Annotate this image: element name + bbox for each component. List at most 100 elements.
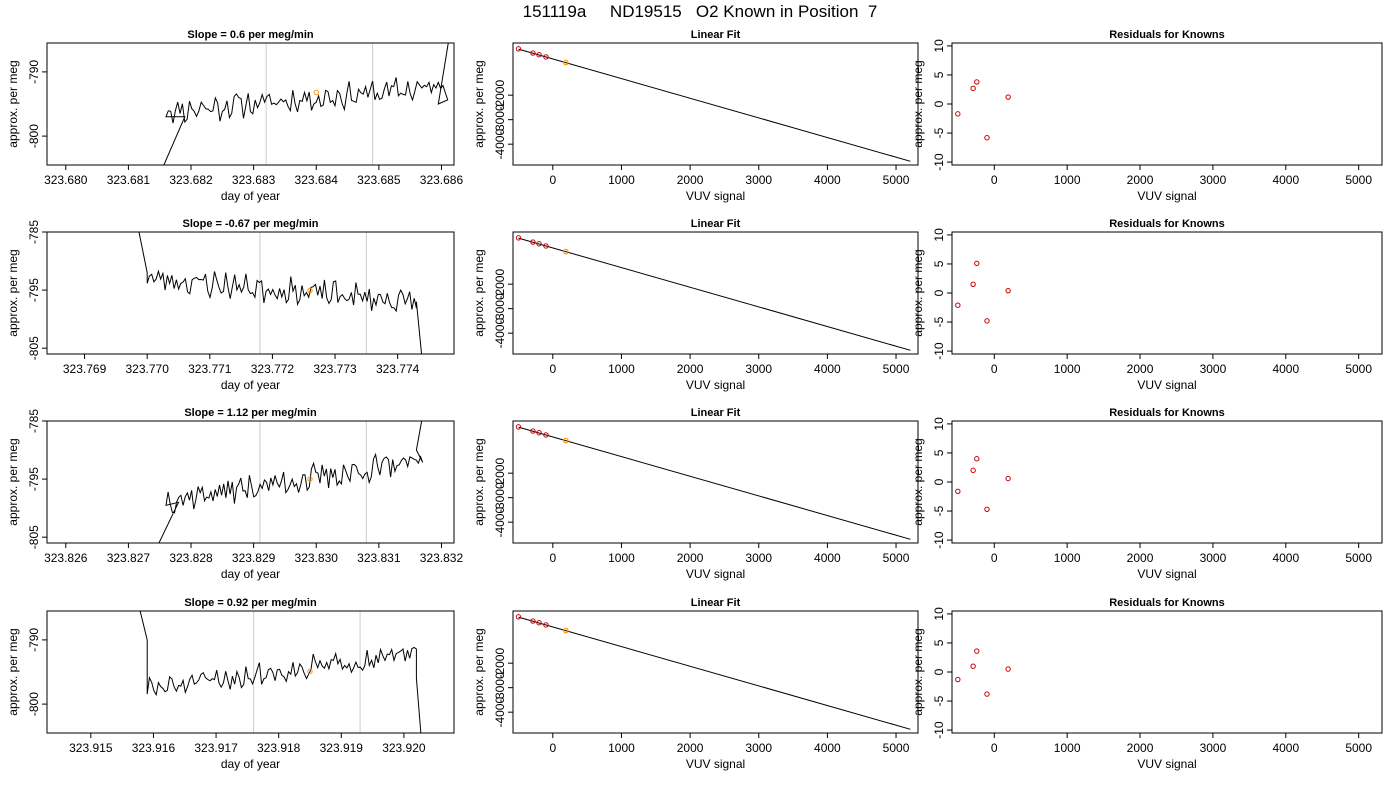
panel-title: Residuals for Knowns [1109,218,1225,230]
x-tick-label: 4000 [1272,741,1299,755]
x-tick-label: 1000 [1054,362,1081,376]
x-tick-label: 5000 [883,741,910,755]
known-point [515,424,522,430]
y-tick-label: 5 [932,449,946,456]
fit-line [518,48,911,162]
residual-point [970,281,976,287]
x-tick-label: 5000 [1345,741,1372,755]
plot-area [158,421,424,543]
y-tick-label: 10 [932,39,946,53]
plot-frame [951,420,1383,544]
x-axis-label: VUV signal [686,189,745,203]
current-point [563,437,569,444]
x-tick-label: 4000 [1272,362,1299,376]
known-point [530,618,536,624]
panel-title: Linear Fit [691,407,741,419]
plot-frame [46,231,455,355]
x-tick-label: 0 [549,362,556,376]
y-tick-label: -4000 [493,129,507,160]
x-axis-label: VUV signal [686,567,745,581]
current-sample-point [307,668,313,675]
signal-trace [138,232,423,354]
y-tick-label: -785 [27,220,41,244]
y-axis-label: approx. per meg [6,249,20,336]
x-tick-label: 3000 [745,362,772,376]
x-tick-label: 323.771 [188,362,232,376]
x-tick-label: 323.830 [295,551,339,565]
plot-area [955,260,1011,324]
x-tick-label: 323.681 [107,173,151,187]
y-tick-label: -3000 [493,293,507,324]
current-sample-point [307,476,313,482]
panel-title: Residuals for Knowns [1109,29,1225,41]
x-tick-label: 2000 [677,551,704,565]
known-point [515,235,522,241]
y-axis-label: approx. per meg [6,60,20,147]
y-tick-label: -5 [932,695,946,706]
x-tick-label: 5000 [1345,362,1372,376]
x-tick-label: 1000 [608,362,635,376]
y-tick-label: -790 [27,60,41,84]
residual-point [1005,94,1011,100]
x-tick-label: 323.829 [232,551,276,565]
x-tick-label: 323.774 [376,362,420,376]
x-tick-label: 3000 [745,741,772,755]
y-tick-label: -10 [932,721,946,739]
residual-point [974,260,980,267]
signal-trace [163,43,449,165]
y-tick-label: -10 [932,342,946,360]
current-sample-point [313,89,319,96]
x-tick-label: 323.685 [357,173,401,187]
x-tick-label: 323.770 [125,362,169,376]
x-tick-label: 0 [991,362,998,376]
x-tick-label: 3000 [745,173,772,187]
residual-point [955,302,961,308]
residual-point [974,648,980,654]
x-tick-label: 1000 [608,741,635,755]
x-axis-label: VUV signal [1137,757,1196,771]
x-tick-label: 323.828 [169,551,213,565]
fit-line [518,426,911,540]
panel-linear-fit-row0: Linear Fit 0 1000 2000 3000 4000 5000 -2000-300… [472,29,919,203]
y-tick-label: -795 [27,467,41,491]
residual-point [974,79,980,85]
x-axis-label: day of year [221,189,280,203]
x-axis-label: VUV signal [686,378,745,392]
panel-time-series-row3: Slope = 0.92 per meg/min 323.915 323.916 32… [6,597,455,771]
x-tick-label: 323.919 [320,741,364,755]
y-tick-label: -2000 [493,269,507,300]
panel-title: Linear Fit [691,29,741,41]
x-tick-label: 323.682 [169,173,213,187]
residual-point [970,663,976,669]
plot-frame [951,610,1383,734]
known-point [530,428,536,434]
known-point [515,46,522,52]
plot-frame [951,231,1383,355]
x-axis-label: day of year [221,757,280,771]
x-axis-label: day of year [221,567,280,581]
x-tick-label: 4000 [814,362,841,376]
y-tick-label: -4000 [493,318,507,349]
residual-point [984,134,990,141]
y-tick-label: -10 [932,153,946,171]
y-tick-label: -800 [27,692,41,716]
y-tick-label: -805 [27,525,41,549]
y-tick-label: -805 [27,336,41,360]
fit-line [518,237,911,351]
y-tick-label: 0 [932,289,946,296]
y-tick-label: 0 [932,478,946,485]
x-tick-label: 323.680 [44,173,88,187]
panel-time-series-row2: Slope = 1.12 per meg/min 323.826 323.827 32… [6,407,463,581]
y-tick-label: 10 [932,607,946,621]
x-tick-label: 323.683 [232,173,276,187]
residual-point [955,488,961,494]
x-tick-label: 1000 [1054,741,1081,755]
x-tick-label: 3000 [1200,741,1227,755]
x-tick-label: 0 [549,173,556,187]
plot-area [955,79,1011,141]
plot-area [163,43,449,165]
known-point [543,54,549,60]
plot-frame [512,42,919,166]
panel-residuals-row3: Residuals for Knowns 0 1000 2000 3000 4000 500… [911,597,1383,771]
panel-linear-fit-row3: Linear Fit 0 1000 2000 3000 4000 5000 -2000-300… [472,597,919,771]
